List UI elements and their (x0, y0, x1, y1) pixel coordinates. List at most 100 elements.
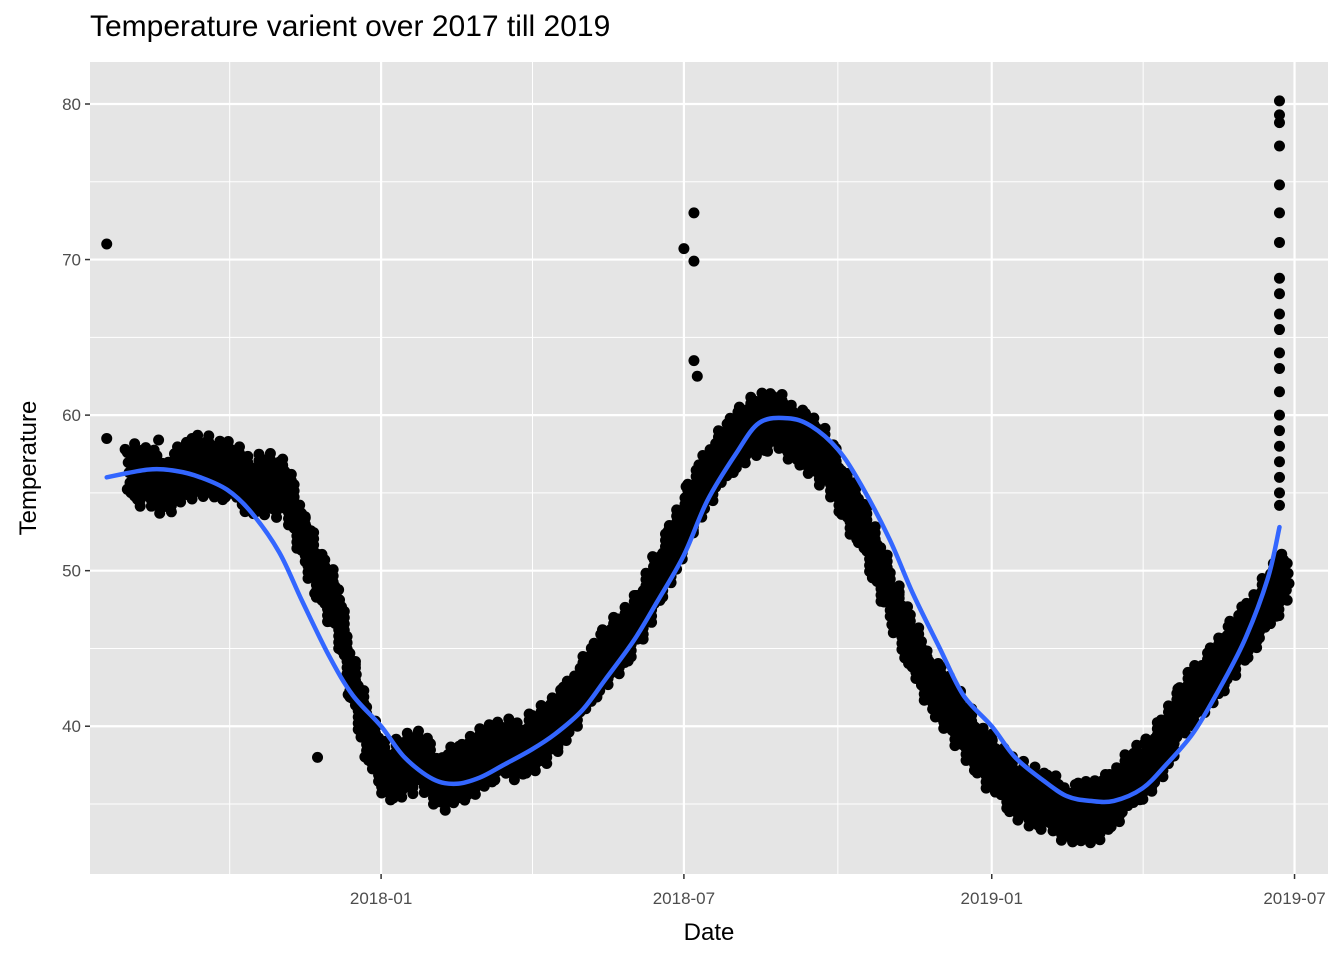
data-point (571, 720, 583, 732)
data-point (175, 496, 187, 508)
y-tick-label: 50 (62, 562, 81, 581)
data-point (1273, 386, 1285, 398)
data-point (730, 462, 742, 474)
data-point (529, 765, 541, 777)
y-tick-label: 60 (62, 406, 81, 425)
data-point (1094, 834, 1106, 846)
data-point (1273, 308, 1285, 320)
data-point (259, 509, 271, 521)
data-point (134, 500, 146, 512)
data-point (1251, 642, 1263, 654)
data-point (938, 722, 950, 734)
data-point (688, 255, 700, 267)
data-point (1273, 109, 1285, 121)
data-point (625, 651, 637, 663)
data-point (563, 726, 575, 738)
data-point (1179, 727, 1191, 739)
data-point (189, 486, 201, 498)
data-point (208, 491, 220, 503)
data-point (1273, 456, 1285, 468)
data-point (678, 243, 690, 255)
data-point (101, 432, 113, 444)
data-point (794, 459, 806, 471)
data-point (1273, 440, 1285, 452)
data-point (489, 774, 501, 786)
data-point (613, 668, 625, 680)
data-point (1273, 347, 1285, 359)
data-point (552, 745, 564, 757)
y-tick-label: 70 (62, 251, 81, 270)
data-point (762, 445, 774, 457)
data-point (1273, 409, 1285, 421)
data-point (1273, 471, 1285, 483)
data-point (448, 797, 460, 809)
data-point (469, 788, 481, 800)
data-point (1273, 487, 1285, 499)
data-point (165, 506, 177, 518)
data-point (119, 443, 131, 455)
data-point (520, 767, 532, 779)
data-point (1273, 179, 1285, 191)
data-point (1273, 499, 1285, 511)
smooth-trend (104, 415, 1282, 805)
data-point (1273, 140, 1285, 152)
axis-ticks (85, 103, 1296, 879)
data-point (1273, 95, 1285, 107)
data-point (1273, 324, 1285, 336)
data-point (1273, 362, 1285, 374)
data-point (462, 789, 474, 801)
data-point (1259, 621, 1271, 633)
data-point (739, 457, 751, 469)
data-point (1075, 835, 1087, 847)
data-point (1067, 836, 1079, 848)
data-point (387, 792, 399, 804)
data-point (1273, 236, 1285, 248)
data-point (153, 434, 165, 446)
data-point (960, 754, 972, 766)
data-point (688, 207, 700, 219)
data-point (560, 735, 572, 747)
data-point (802, 467, 814, 479)
axis-tick-labels: 40 50 60 70 80 2018-01 2018-07 2019-01 2019-07 (62, 95, 1326, 908)
data-point (1084, 837, 1096, 849)
data-point (1273, 425, 1285, 437)
data-point (396, 791, 408, 803)
data-point (688, 355, 700, 367)
data-point (1023, 820, 1035, 832)
x-tick-label: 2019-01 (961, 889, 1023, 908)
data-point (1146, 785, 1158, 797)
y-tick-label: 40 (62, 717, 81, 736)
data-points (101, 95, 1295, 849)
data-point (407, 788, 419, 800)
data-point (1004, 806, 1016, 818)
x-tick-label: 2019-07 (1263, 889, 1325, 908)
data-point (1113, 816, 1125, 828)
data-point (271, 511, 283, 523)
data-point (541, 757, 553, 769)
data-point (1273, 610, 1285, 622)
data-point (1055, 834, 1067, 846)
data-point (1242, 651, 1254, 663)
data-point (1122, 800, 1134, 812)
data-point (1253, 632, 1265, 644)
data-point (312, 751, 324, 763)
data-point (101, 238, 113, 250)
y-axis-title: Temperature (15, 401, 42, 536)
x-axis-title: Date (684, 919, 735, 946)
data-point (782, 453, 794, 465)
x-tick-label: 2018-01 (350, 889, 412, 908)
data-point (508, 774, 520, 786)
data-point (1035, 823, 1047, 835)
data-point (1273, 117, 1285, 129)
data-point (691, 370, 703, 382)
data-point (1276, 592, 1288, 604)
smooth-line (104, 415, 1282, 805)
data-point (1273, 288, 1285, 300)
data-point (1273, 272, 1285, 284)
data-point (1137, 793, 1149, 805)
data-point (197, 490, 209, 502)
data-point (750, 449, 762, 461)
chart-title: Temperature varient over 2017 till 2019 (90, 10, 611, 43)
data-point (1230, 669, 1242, 681)
